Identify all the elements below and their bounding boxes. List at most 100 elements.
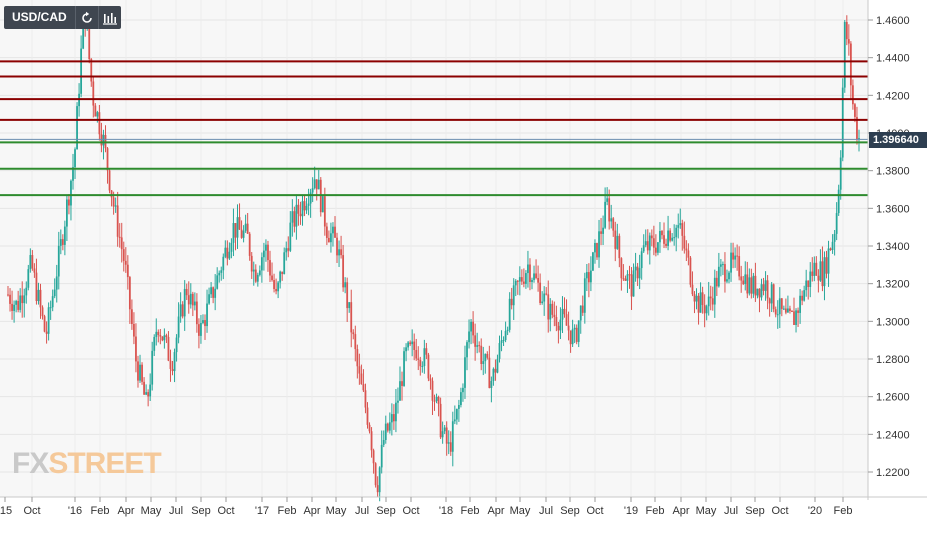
candle-body [126, 264, 129, 278]
candle-body [378, 467, 381, 493]
candle-body [776, 314, 779, 316]
candle-body [96, 112, 99, 117]
candle-body [202, 320, 204, 323]
candle-body [399, 381, 401, 401]
candle-body [106, 148, 109, 171]
candle-body [451, 421, 454, 452]
candle-body [480, 345, 483, 365]
candle-body [602, 227, 604, 234]
candle-body [514, 280, 517, 286]
candle-body [782, 308, 785, 310]
candle-body [823, 257, 826, 287]
candle-body [843, 22, 846, 88]
candle-body [421, 365, 424, 367]
candle-body [535, 273, 537, 279]
candle-body [366, 407, 369, 425]
candle-body [21, 295, 24, 304]
candle-body [135, 336, 137, 362]
candle-body [569, 330, 572, 345]
candle-body [177, 316, 180, 338]
candle-body [313, 179, 316, 189]
candle-body [415, 349, 418, 359]
candle-body [722, 264, 724, 266]
candle-body [770, 284, 773, 304]
chart-type-button[interactable] [99, 6, 121, 29]
refresh-button[interactable] [76, 6, 99, 29]
candle-body [224, 247, 227, 257]
y-tick-label: 1.4400 [876, 53, 910, 65]
candle-body [114, 205, 117, 207]
logo-street: STREET [48, 447, 161, 480]
candle-body [80, 48, 83, 94]
candle-body [789, 308, 791, 312]
candle-body [709, 296, 712, 299]
candle-body [191, 293, 194, 306]
candle-body [659, 230, 661, 243]
x-tick-label: Feb [91, 505, 110, 517]
candle-body [784, 308, 787, 313]
candle-body [29, 255, 32, 270]
candle-body [518, 277, 521, 282]
candle-body [478, 345, 481, 347]
candle-body [734, 255, 737, 260]
candle-body [856, 116, 858, 140]
candle-body [110, 190, 113, 198]
candle-body [143, 381, 145, 395]
candle-body [328, 237, 330, 243]
candle-body [809, 271, 812, 288]
x-tick-label: '18 [439, 505, 453, 517]
candle-body [372, 450, 375, 464]
candle-body [175, 337, 178, 353]
candle-body [500, 340, 503, 344]
candle-body [252, 269, 255, 272]
candle-body [490, 380, 493, 388]
x-tick-label: Sep [191, 505, 211, 517]
candle-body [246, 223, 249, 234]
candle-body [585, 272, 588, 279]
candle-body [390, 414, 393, 423]
x-tick-label: Jul [539, 505, 553, 517]
candle-body [250, 255, 253, 272]
candle-body [61, 239, 64, 245]
candle-body [37, 289, 40, 302]
candle-body [604, 201, 607, 228]
candle-body [204, 320, 206, 327]
candle-body [254, 269, 257, 282]
candle-body [587, 272, 590, 283]
candle-body [342, 255, 345, 288]
candle-body [679, 223, 682, 226]
candle-body [169, 360, 172, 370]
candle-body [214, 288, 217, 298]
candle-body [401, 381, 403, 386]
candle-body [340, 249, 342, 256]
y-tick-label: 1.2400 [876, 429, 910, 441]
candle-body [541, 301, 544, 304]
candle-body [43, 316, 46, 332]
candle-body [181, 304, 184, 317]
candle-body [854, 104, 856, 117]
candle-body [51, 296, 54, 308]
logo-fx: FX [12, 447, 49, 480]
x-tick-label: '19 [624, 505, 638, 517]
candle-body [368, 424, 371, 432]
symbol-label[interactable]: USD/CAD [4, 6, 76, 29]
candle-body [476, 345, 479, 347]
candle-body [405, 347, 407, 352]
candle-body [799, 295, 801, 313]
candle-body [457, 405, 460, 409]
y-tick-label: 1.2200 [876, 467, 910, 479]
candle-body [594, 242, 596, 253]
candle-body [681, 223, 684, 236]
candle-body [787, 308, 789, 313]
candle-body [187, 295, 190, 305]
candle-body [468, 331, 470, 343]
x-tick-label: Jul [724, 505, 738, 517]
x-tick-label: Jul [169, 505, 183, 517]
candle-body [193, 301, 196, 306]
candle-body [167, 336, 170, 361]
grid [0, 0, 868, 497]
candle-body [551, 303, 554, 315]
candle-body [348, 302, 351, 309]
candle-body [620, 258, 623, 279]
